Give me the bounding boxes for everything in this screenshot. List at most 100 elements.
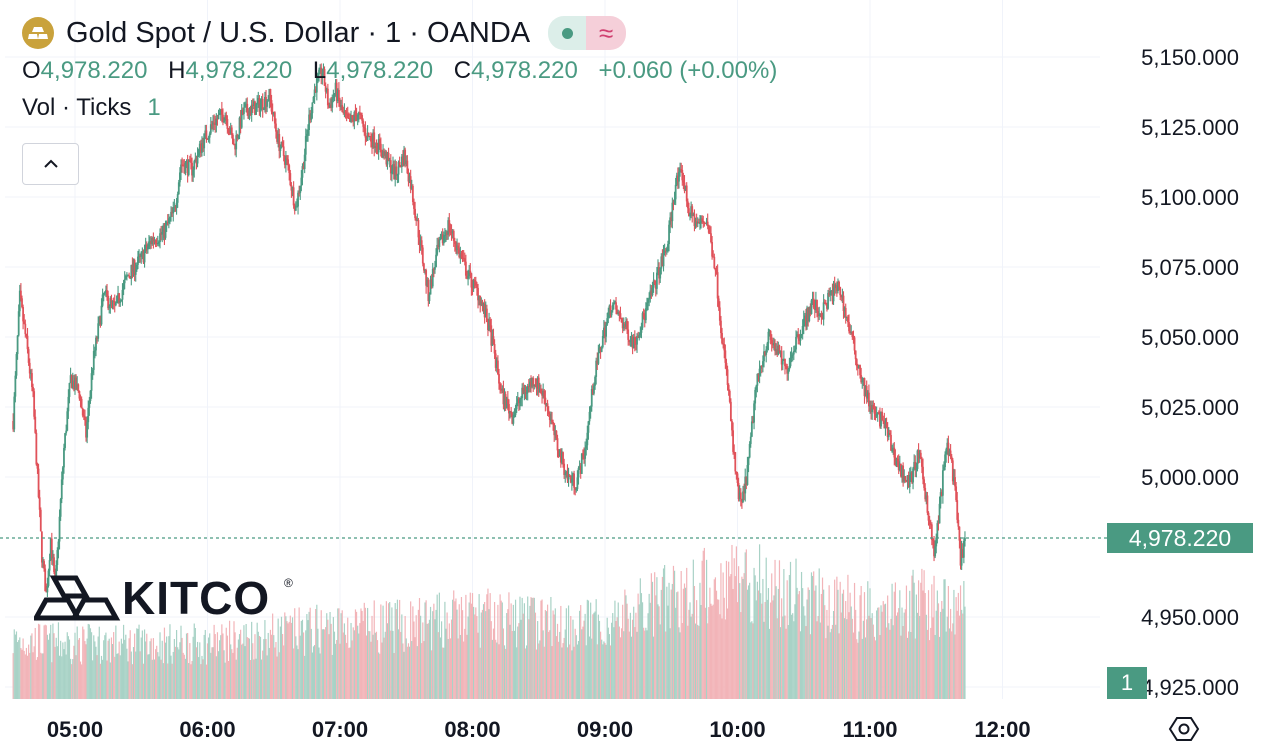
- candle-body: [623, 324, 626, 327]
- candle-body: [294, 206, 297, 211]
- volume-bar: [163, 627, 166, 699]
- volume-bar: [131, 664, 134, 699]
- volume-bar: [562, 643, 564, 699]
- candle-body: [341, 105, 344, 112]
- candle-body: [24, 323, 27, 335]
- volume-bar: [416, 646, 418, 699]
- candle-body: [925, 495, 928, 500]
- volume-bar: [225, 627, 227, 699]
- volume-bar: [717, 599, 719, 699]
- volume-bar: [351, 640, 353, 699]
- candle-body: [628, 339, 631, 343]
- candle-body: [21, 298, 23, 308]
- candle-body: [22, 307, 25, 322]
- candle-body: [721, 333, 723, 344]
- candle-body: [932, 539, 934, 541]
- volume-bar: [206, 643, 209, 699]
- chart-settings-button[interactable]: [1168, 713, 1200, 745]
- volume-bar: [612, 613, 614, 699]
- candle-body: [272, 112, 275, 115]
- volume-bar: [266, 655, 268, 699]
- candle-body: [257, 98, 260, 104]
- candle-body: [170, 211, 172, 217]
- volume-bar: [214, 634, 216, 699]
- volume-bar: [49, 633, 51, 699]
- candle-body: [434, 266, 436, 270]
- candle-body: [203, 133, 206, 149]
- volume-bar: [827, 625, 829, 699]
- candle-body: [637, 336, 640, 339]
- volume-bar: [799, 631, 802, 699]
- candle-body: [462, 257, 465, 259]
- candle-body: [588, 411, 591, 422]
- volume-bar: [60, 640, 62, 699]
- status-pill[interactable]: ≈: [548, 16, 627, 50]
- volume-bar: [363, 602, 365, 699]
- volume-bar: [138, 624, 140, 699]
- candle-body: [347, 118, 350, 120]
- candle-body: [845, 317, 848, 319]
- volume-bar: [466, 634, 468, 699]
- candle-body: [577, 468, 580, 478]
- candle-body: [852, 336, 855, 338]
- candle-body: [46, 585, 49, 593]
- volume-bar: [65, 654, 67, 699]
- candle-body: [880, 411, 882, 427]
- candle-body: [757, 373, 760, 376]
- candle-body: [281, 141, 284, 147]
- candle-body: [284, 157, 287, 165]
- candle-body: [705, 221, 708, 224]
- candle-body: [612, 302, 615, 305]
- volume-bar: [84, 641, 86, 699]
- volume-bar: [702, 550, 704, 699]
- candle-body: [342, 111, 345, 113]
- volume-bar: [835, 624, 837, 699]
- candle-body: [370, 135, 372, 142]
- candle-body: [85, 420, 87, 438]
- volume-bar: [810, 572, 813, 699]
- volume-bar: [315, 609, 317, 699]
- candle-body: [562, 452, 564, 464]
- delayed-data-icon[interactable]: ≈: [586, 16, 627, 50]
- candle-body: [540, 388, 542, 394]
- volume-bar: [652, 636, 655, 699]
- gold-bars-icon[interactable]: [22, 17, 54, 49]
- volume-bar: [497, 604, 499, 699]
- collapse-legend-button[interactable]: [22, 143, 79, 185]
- candle-body: [756, 373, 759, 386]
- volume-bar: [824, 605, 826, 699]
- candle-body: [368, 135, 371, 137]
- volume-bar: [365, 635, 368, 699]
- candle-body: [958, 526, 961, 541]
- volume-bar: [141, 630, 143, 699]
- volume-bar: [231, 649, 233, 699]
- candle-body: [549, 419, 552, 421]
- volume-bar: [519, 596, 521, 699]
- candle-body: [88, 401, 91, 408]
- volume-bar: [638, 604, 640, 699]
- volume-bar: [93, 635, 95, 699]
- volume-bar: [167, 663, 169, 699]
- symbol-title[interactable]: Gold Spot / U.S. Dollar · 1 · OANDA: [66, 16, 531, 49]
- candle-body: [720, 320, 722, 334]
- candle-body: [670, 217, 673, 222]
- candle-body: [704, 223, 707, 225]
- volume-bar: [297, 649, 299, 699]
- market-open-dot-icon[interactable]: [548, 16, 587, 50]
- volume-bar: [850, 606, 852, 699]
- candle-body: [884, 422, 887, 429]
- last-price-label: 4,978.220: [1107, 523, 1253, 553]
- volume-legend[interactable]: Vol · Ticks 1: [22, 88, 791, 126]
- candle-body: [355, 115, 358, 121]
- candle-body: [261, 98, 264, 110]
- candle-body: [26, 335, 29, 350]
- candle-body: [911, 472, 913, 483]
- volume-bar: [689, 602, 691, 699]
- candle-body: [717, 298, 720, 308]
- candle-body: [700, 218, 702, 223]
- volume-bar: [829, 632, 831, 699]
- volume-bar: [585, 645, 587, 699]
- volume-bar: [633, 606, 635, 699]
- candle-body: [357, 112, 360, 115]
